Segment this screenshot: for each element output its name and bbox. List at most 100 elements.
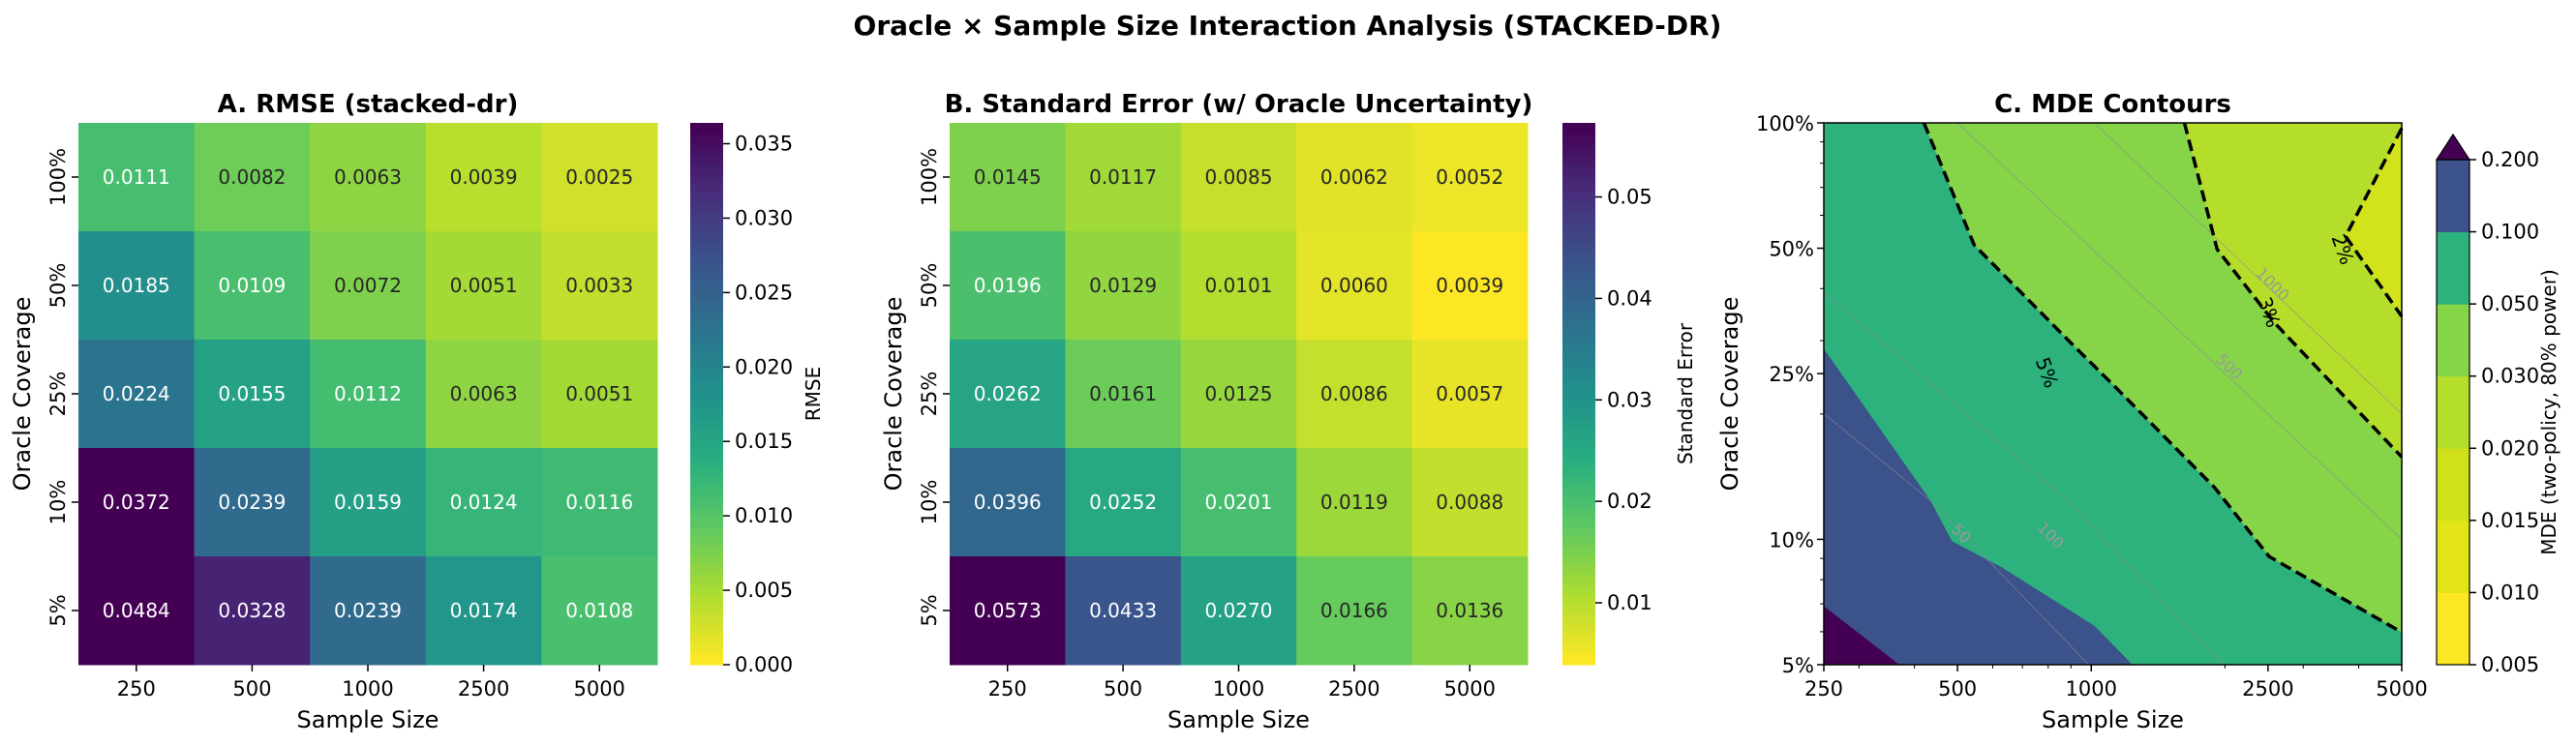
colorbar-segment [1562, 509, 1595, 517]
heatmap-cell [1065, 123, 1182, 232]
colorbar-segment [690, 462, 723, 469]
colorbar-segment [1562, 448, 1595, 456]
cell-annotation: 0.0161 [1089, 382, 1157, 405]
cell-annotation: 0.0252 [1089, 491, 1157, 514]
colorbar-segment [1562, 644, 1595, 652]
heatmap-cell [1411, 340, 1529, 449]
colorbar-segment [690, 577, 723, 584]
heatmap-cell [1411, 556, 1529, 666]
colorbar-segment [690, 617, 723, 625]
y-axis-label: Oracle Coverage [9, 297, 36, 492]
heatmap-cell [1296, 448, 1413, 557]
colorbar-segment [1562, 170, 1595, 178]
colorbar-band [2437, 448, 2470, 522]
colorbar-segment [690, 380, 723, 388]
colorbar-segment [1562, 123, 1595, 131]
colorbar-segment [1562, 279, 1595, 286]
colorbar-segment [1562, 360, 1595, 368]
colorbar-segment [1562, 224, 1595, 232]
y-tick-label: 25% [46, 372, 70, 417]
colorbar-band [2437, 304, 2470, 377]
colorbar-segment [1562, 455, 1595, 462]
colorbar-segment [690, 204, 723, 212]
colorbar-segment [690, 346, 723, 354]
colorbar-segment [690, 401, 723, 408]
cell-annotation: 0.0328 [218, 599, 286, 622]
heatmap-cell [1296, 340, 1413, 449]
heatmap-cell [1296, 556, 1413, 666]
y-tick-label: 10% [1769, 528, 1814, 551]
y-tick-label: 10% [918, 480, 941, 525]
colorbar-segment [1562, 577, 1595, 584]
colorbar-segment [1562, 164, 1595, 171]
colorbar-segment [1562, 265, 1595, 273]
heatmap-cell [1180, 231, 1297, 341]
heatmap-cell [1180, 123, 1297, 232]
colorbar-segment [1562, 143, 1595, 151]
colorbar-segment [1562, 130, 1595, 137]
colorbar-segment [1562, 597, 1595, 605]
colorbar-segment [1562, 536, 1595, 544]
colorbar-segment [1562, 638, 1595, 645]
colorbar-tick-label: 0.02 [1607, 490, 1652, 513]
x-tick-label: 250 [1804, 677, 1843, 700]
heatmap-cell [541, 556, 658, 666]
colorbar-label: Standard Error [1674, 322, 1697, 464]
colorbar-segment [1562, 529, 1595, 537]
colorbar-segment [690, 597, 723, 605]
colorbar-segment [1562, 583, 1595, 591]
colorbar-segment [690, 157, 723, 164]
colorbar-segment [1562, 590, 1595, 598]
colorbar-segment [1562, 651, 1595, 659]
cell-annotation: 0.0085 [1205, 165, 1273, 189]
colorbar-segment [1562, 482, 1595, 490]
colorbar-tick-label: 0.100 [2481, 221, 2539, 244]
colorbar-segment [1562, 285, 1595, 293]
colorbar-segment [1562, 177, 1595, 185]
gray-contour-line [1956, 122, 2403, 540]
colorbar-segment [1562, 333, 1595, 341]
colorbar-segment [690, 428, 723, 435]
heatmap-cell [425, 231, 542, 341]
heatmap-cell [194, 123, 311, 232]
cell-annotation: 0.0196 [974, 274, 1042, 297]
heatmap-cell [1065, 340, 1182, 449]
colorbar-segment [690, 556, 723, 564]
y-tick-label: 50% [918, 263, 941, 309]
cell-annotation: 0.0159 [334, 491, 402, 514]
cell-annotation: 0.0111 [103, 165, 170, 189]
colorbar-segment [690, 136, 723, 144]
colorbar-segment [1562, 468, 1595, 476]
heatmap-cell [541, 448, 658, 557]
heatmap-cell [78, 340, 196, 449]
cell-annotation: 0.0088 [1436, 491, 1503, 514]
colorbar-segment [1562, 136, 1595, 144]
colorbar-segment [690, 624, 723, 632]
colorbar-segment [690, 658, 723, 666]
colorbar-segment [1562, 543, 1595, 551]
colorbar-segment [690, 360, 723, 368]
colorbar-segment [690, 414, 723, 422]
heatmap-cell [541, 231, 658, 341]
colorbar-segment [690, 245, 723, 253]
mde-contour-line [2182, 122, 2404, 459]
cell-annotation: 0.0109 [218, 274, 286, 297]
colorbar-segment [690, 516, 723, 523]
colorbar-segment [690, 434, 723, 442]
colorbar-segment [1562, 495, 1595, 503]
contour-fill-region [2184, 123, 2402, 458]
heatmap-cell [1065, 448, 1182, 557]
cell-annotation: 0.0433 [1089, 599, 1157, 622]
colorbar-segment [1562, 292, 1595, 300]
colorbar-segment [690, 509, 723, 517]
heatmap-cell [1411, 448, 1529, 557]
x-tick-label: 2500 [2242, 677, 2293, 700]
colorbar-segment [1562, 631, 1595, 639]
colorbar-segment [690, 583, 723, 591]
heatmap-cell [950, 123, 1066, 232]
cell-annotation: 0.0124 [450, 491, 518, 514]
colorbar-segment [690, 394, 723, 402]
colorbar-segment [1562, 462, 1595, 469]
panel-a-rmse-heatmap: A. RMSE (stacked-dr) 0.0111 0.0082 0.0063 0.… [9, 90, 825, 733]
cell-annotation: 0.0039 [1436, 274, 1503, 297]
